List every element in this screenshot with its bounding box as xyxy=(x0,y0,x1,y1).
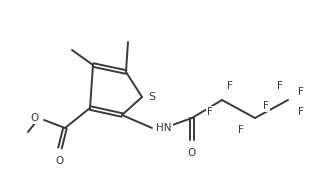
Text: HN: HN xyxy=(156,123,171,133)
Text: O: O xyxy=(188,148,196,158)
Text: O: O xyxy=(56,156,64,166)
Text: F: F xyxy=(207,107,213,117)
Text: F: F xyxy=(298,107,304,117)
Text: F: F xyxy=(238,125,244,135)
Text: F: F xyxy=(298,87,304,97)
Text: O: O xyxy=(31,113,39,123)
Text: F: F xyxy=(263,101,269,111)
Text: F: F xyxy=(277,81,283,91)
Text: S: S xyxy=(148,92,155,102)
Text: F: F xyxy=(227,81,233,91)
